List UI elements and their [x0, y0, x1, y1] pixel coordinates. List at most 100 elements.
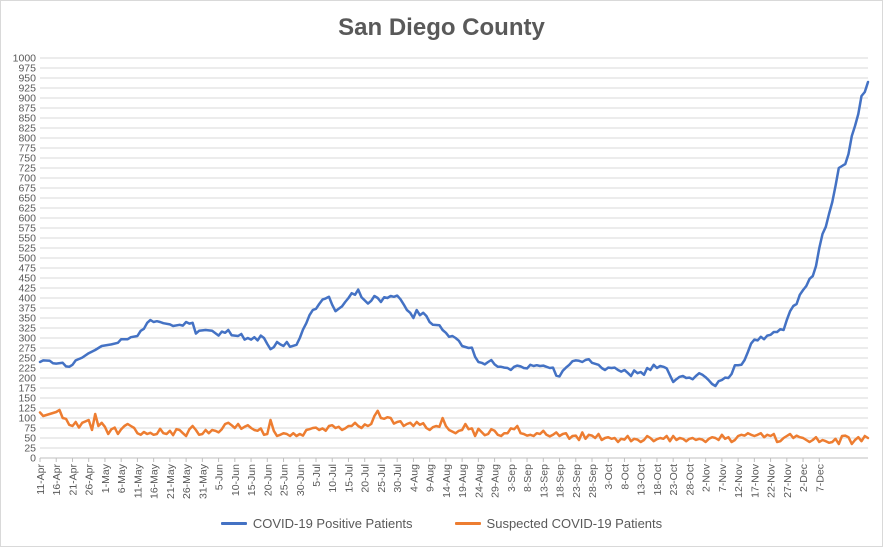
- y-tick-label: 225: [18, 363, 36, 375]
- y-tick-label: 650: [18, 193, 36, 205]
- x-tick-label: 20-Jul: [360, 464, 372, 493]
- y-tick-label: 700: [18, 173, 36, 185]
- y-tick-label: 250: [18, 353, 36, 365]
- y-tick-label: 925: [18, 83, 36, 95]
- x-tick-label: 10-Jun: [230, 464, 242, 496]
- series-line-suspected: [38, 408, 870, 446]
- series-line-positive: [38, 80, 870, 388]
- y-tick-label: 525: [18, 243, 36, 255]
- y-tick-label: 375: [18, 303, 36, 315]
- x-tick-label: 11-Apr: [35, 464, 47, 495]
- y-tick-label: 725: [18, 163, 36, 175]
- x-tick-label: 2-Dec: [798, 464, 810, 492]
- x-tick-label: 5-Jul: [311, 464, 323, 487]
- x-tick-label: 3-Sep: [506, 464, 518, 492]
- y-tick-label: 200: [18, 373, 36, 385]
- x-tick-label: 23-Oct: [668, 464, 680, 496]
- x-tick-label: 24-Aug: [473, 464, 485, 498]
- legend-item-suspected: Suspected COVID-19 Patients: [454, 516, 663, 531]
- y-tick-label: 575: [18, 223, 36, 235]
- y-tick-label: 450: [18, 273, 36, 285]
- y-tick-label: 550: [18, 233, 36, 245]
- y-tick-label: 325: [18, 323, 36, 335]
- y-tick-label: 675: [18, 183, 36, 195]
- y-tick-label: 300: [18, 333, 36, 345]
- y-tick-label: 800: [18, 133, 36, 145]
- legend-label-positive: COVID-19 Positive Patients: [252, 516, 413, 531]
- y-tick-label: 75: [24, 423, 36, 435]
- x-tick-label: 18-Oct: [652, 464, 664, 496]
- y-tick-label: 150: [18, 393, 36, 405]
- y-tick-label: 175: [18, 383, 36, 395]
- x-tick-label: 8-Oct: [619, 464, 631, 490]
- y-tick-label: 425: [18, 283, 36, 295]
- y-tick-label: 100: [18, 413, 36, 425]
- y-tick-label: 400: [18, 293, 36, 305]
- y-tick-label: 775: [18, 143, 36, 155]
- y-tick-label: 850: [18, 113, 36, 125]
- x-tick-label: 17-Nov: [749, 463, 761, 498]
- x-tick-label: 31-May: [197, 463, 209, 499]
- y-tick-label: 875: [18, 103, 36, 115]
- y-tick-label: 475: [18, 263, 36, 275]
- x-axis-ticks: 11-Apr 16-Apr 21-Apr 26-Apr 1-May 6-May 11-May…: [35, 458, 826, 499]
- x-tick-label: 8-Sep: [522, 464, 534, 492]
- y-tick-label: 1000: [13, 53, 37, 65]
- x-tick-label: 27-Nov: [782, 463, 794, 498]
- x-tick-label: 19-Aug: [457, 464, 469, 498]
- x-tick-label: 25-Jul: [376, 464, 388, 493]
- x-tick-label: 26-May: [181, 463, 193, 499]
- x-tick-label: 10-Jul: [327, 464, 339, 493]
- y-tick-label: 275: [18, 343, 36, 355]
- x-tick-label: 9-Aug: [425, 464, 437, 492]
- x-tick-label: 4-Aug: [408, 464, 420, 492]
- x-tick-label: 7-Dec: [814, 464, 826, 492]
- x-tick-label: 12-Nov: [733, 463, 745, 498]
- x-tick-label: 15-Jul: [343, 464, 355, 493]
- legend-swatch-positive: [220, 522, 247, 525]
- series-lines: [38, 80, 870, 446]
- x-tick-label: 18-Sep: [555, 464, 567, 498]
- gridlines: [40, 57, 868, 459]
- x-tick-label: 6-May: [116, 463, 128, 493]
- y-tick-label: 350: [18, 313, 36, 325]
- y-tick-label: 825: [18, 123, 36, 135]
- x-tick-label: 13-Sep: [538, 464, 550, 498]
- y-tick-label: 25: [24, 443, 36, 455]
- x-tick-label: 16-Apr: [51, 463, 63, 495]
- x-tick-label: 30-Jun: [295, 464, 307, 496]
- y-tick-label: 950: [18, 73, 36, 85]
- x-tick-label: 30-Jul: [392, 464, 404, 493]
- y-tick-label: 900: [18, 93, 36, 105]
- x-tick-label: 3-Oct: [603, 464, 615, 490]
- x-tick-label: 29-Aug: [490, 464, 502, 498]
- x-tick-label: 28-Oct: [684, 464, 696, 496]
- y-tick-label: 600: [18, 213, 36, 225]
- legend-swatch-suspected: [454, 522, 481, 525]
- x-tick-label: 20-Jun: [262, 464, 274, 496]
- y-tick-label: 975: [18, 63, 36, 75]
- y-tick-label: 0: [30, 453, 36, 465]
- x-tick-label: 16-May: [149, 463, 161, 499]
- x-tick-label: 7-Nov: [717, 463, 729, 492]
- chart-title: San Diego County: [338, 14, 545, 41]
- y-tick-label: 125: [18, 403, 36, 415]
- legend-label-suspected: Suspected COVID-19 Patients: [486, 516, 663, 531]
- y-axis-ticks: 0255075100125150175200225250275300325350…: [13, 53, 37, 465]
- x-tick-label: 11-May: [132, 463, 144, 498]
- y-tick-label: 750: [18, 153, 36, 165]
- legend: COVID-19 Positive Patients Suspected COV…: [0, 516, 883, 531]
- x-tick-label: 21-May: [165, 463, 177, 499]
- x-tick-label: 23-Sep: [571, 464, 583, 498]
- x-tick-label: 15-Jun: [246, 464, 258, 496]
- x-tick-label: 14-Aug: [441, 464, 453, 498]
- x-tick-label: 2-Nov: [701, 463, 713, 492]
- y-tick-label: 625: [18, 203, 36, 215]
- x-tick-label: 1-May: [100, 463, 112, 493]
- x-tick-label: 25-Jun: [279, 464, 291, 496]
- x-tick-label: 5-Jun: [214, 464, 226, 490]
- x-tick-label: 21-Apr: [67, 463, 79, 495]
- x-tick-label: 13-Oct: [636, 464, 648, 496]
